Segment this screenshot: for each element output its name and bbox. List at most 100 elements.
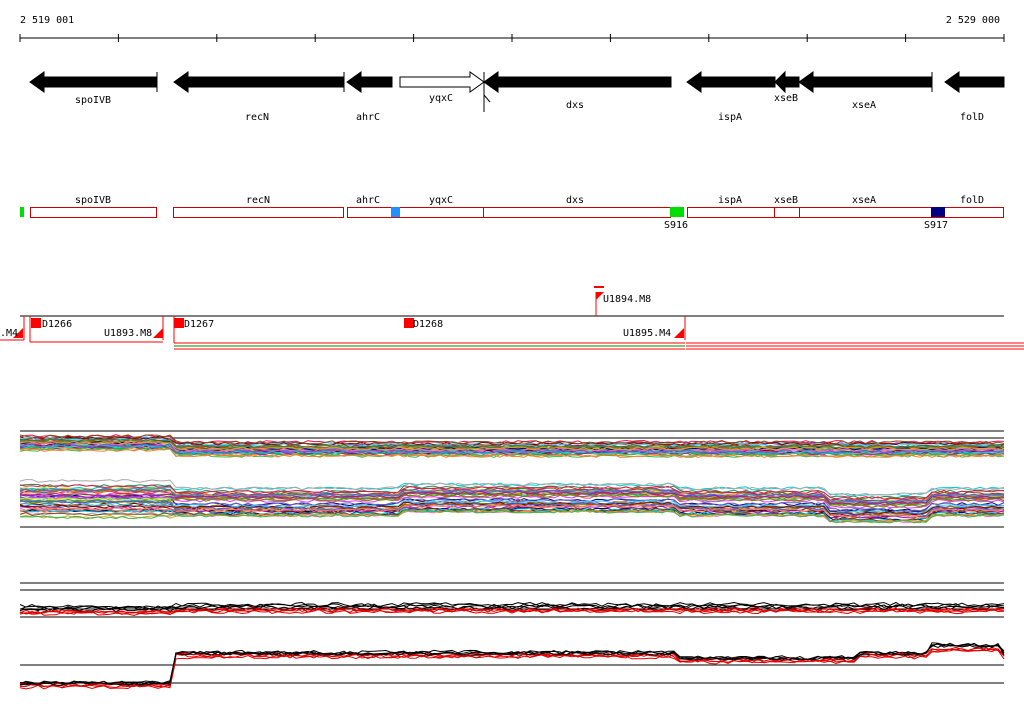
segment-marker-label: S916 [664,220,688,231]
gene-boundary-tick [483,94,491,103]
ruler-start-coordinate: 2 519 001 [20,15,74,26]
expression-trace [19,488,1005,503]
segment-box-spoIVB[interactable] [30,207,157,218]
expression-trace [19,443,1005,454]
expression-trace-black [19,643,1005,687]
transcript-end-triangle[interactable] [153,328,163,338]
expression-trace [19,438,1005,449]
expression-trace [19,501,1004,516]
segment-label: folD [960,195,984,206]
gene-arrow-yqxC[interactable]: yqxC [399,71,485,104]
gene-arrow-shape [774,70,800,94]
expression-traces-strand [19,601,1005,690]
expression-trace [19,440,1005,451]
expression-trace [19,499,1005,517]
transcript-label: D1267 [184,319,214,330]
gene-arrow-spoIVB[interactable]: spoIVB [29,71,158,106]
segment-label: xseB [774,195,798,206]
gene-arrow-shape [173,71,345,93]
expression-trace-black [19,601,1005,609]
expression-trace [19,509,1005,524]
gene-arrow-xseB[interactable]: xseB [774,70,800,104]
transcript-label: U1895.M4 [623,328,671,339]
transcript-end-triangle[interactable] [674,328,684,338]
gene-arrow-ahrC[interactable]: ahrC [346,71,393,123]
expression-trace [19,434,1005,445]
gene-arrow-label: ispA [718,112,742,123]
expression-trace [19,439,1005,450]
segment-marker-blue[interactable] [391,207,400,217]
expression-trace [19,507,1005,522]
gene-arrow-shape [944,71,1005,93]
expression-panel-lower [19,582,1005,690]
expression-trace-black [19,605,1005,613]
expression-trace [19,479,1005,497]
gene-arrow-label: spoIVB [75,95,111,106]
expression-traces-multicolor [19,434,1005,524]
gene-arrow-ispA[interactable]: ispA [686,71,776,123]
expression-trace-black [19,604,1005,612]
gene-arrow-shape [686,71,776,93]
transcript-end-triangle[interactable] [13,328,23,338]
segment-marker-S917[interactable] [931,207,945,217]
transcript-label: U1894.M8 [603,294,651,305]
segment-marker-S916[interactable] [670,207,684,217]
gene-arrow-label: folD [960,112,984,123]
gene-arrow-label: xseB [774,93,798,104]
segment-track: spoIVB recN ahrC yqxC dxs S916 ispA xseB… [20,195,1004,231]
expression-trace-red [19,607,1005,615]
segment-box-ahrC-yqxC[interactable] [347,207,484,218]
transcript-start-flag[interactable] [174,318,184,328]
expression-trace [19,493,1005,508]
gene-arrow-dxs[interactable]: dxs [483,71,672,112]
segment-marker-green[interactable] [20,207,24,217]
expression-trace-black [19,642,1005,686]
expression-trace [19,435,1005,446]
ruler-end-coordinate: 2 529 000 [946,15,1000,26]
transcript-label: .M4 [0,328,18,339]
gene-arrow-label: dxs [566,100,584,111]
segment-label: ispA [718,195,742,206]
transcript-upstream-flag[interactable] [596,292,604,300]
transcript-label: D1266 [42,319,72,330]
gene-arrow-folD[interactable]: folD [944,71,1005,123]
expression-panel-upper [19,430,1005,528]
gene-arrow-shape [346,71,393,93]
expression-trace [19,490,1005,505]
segment-label: yqxC [429,195,453,206]
gene-arrow-shape [483,71,672,93]
gene-arrow-xseA[interactable]: xseA [798,71,933,111]
gene-arrow-shape [399,71,485,93]
segment-box-recN[interactable] [173,207,344,218]
gene-arrow-label: ahrC [356,112,380,123]
expression-trace [19,484,1005,500]
segment-label: xseA [852,195,876,206]
gene-arrow-track: spoIVB recN ahrC yqxC dxs ispA xseB [29,70,1005,123]
expression-trace-black [19,642,1005,685]
segment-label: dxs [566,195,584,206]
expression-trace [19,483,1005,500]
gene-arrow-shape [798,71,933,93]
expression-trace [19,503,1005,518]
expression-trace-red [19,647,1005,689]
expression-trace [19,448,1005,458]
segment-box-xseB-folD[interactable] [774,207,1004,218]
gene-arrow-label: recN [245,112,269,123]
coordinate-ruler: 2 519 001 2 529 000 [19,15,1005,42]
transcript-start-flag[interactable] [31,318,41,328]
transcript-start-flag[interactable] [404,318,414,328]
transcript-track: D1266 D1267 D1268 U1894.M8 .M4 U1893.M8 … [0,286,1024,350]
gene-arrow-recN[interactable]: recN [173,71,345,123]
gene-arrow-label: xseA [852,100,876,111]
gene-arrow-shape [29,71,158,93]
expression-trace-black [19,642,1005,686]
segment-label: recN [246,195,270,206]
segment-box-ispA[interactable] [687,207,775,218]
transcript-label: U1893.M8 [104,328,152,339]
segment-box-dxs[interactable] [483,207,671,218]
segment-marker-label: S917 [924,220,948,231]
segment-label: ahrC [356,195,380,206]
transcript-label: D1268 [413,319,443,330]
gene-arrow-label: yqxC [429,93,453,104]
